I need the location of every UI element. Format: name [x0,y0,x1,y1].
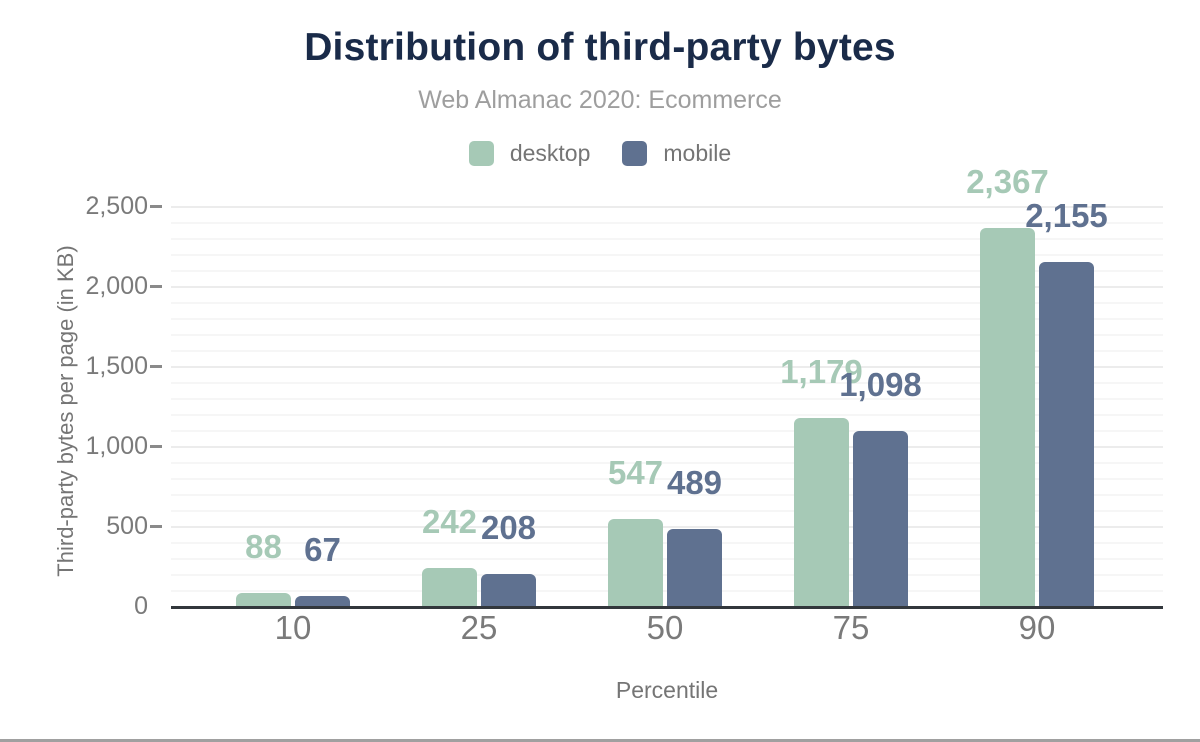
gridline-minor-1800 [171,318,1163,320]
y-tick-label-500: 500 [106,512,148,540]
y-tick-label-0: 0 [134,592,148,620]
gridline-minor-1700 [171,334,1163,336]
gridline-major-1000 [171,446,1163,448]
bar-mobile-p90 [1039,262,1094,607]
bar-desktop-p10 [236,592,291,607]
gridline-major-1500 [171,366,1163,368]
gridline-minor-2100 [171,270,1163,272]
gridline-minor-800 [171,478,1163,480]
gridline-minor-1900 [171,302,1163,304]
legend-item-mobile: mobile [622,140,731,167]
bar-desktop-p75 [794,418,849,607]
gridline-minor-1200 [171,414,1163,416]
x-axis-title: Percentile [615,677,719,703]
chart-title: Distribution of third-party bytes [304,26,896,69]
bar-value-desktop-p25: 242 [421,503,478,541]
bar-value-mobile-p75: 1,098 [839,366,922,404]
bar-mobile-p75 [853,431,908,607]
bar-desktop-p90 [980,228,1035,607]
gridline-minor-700 [171,494,1163,496]
y-tick-mark-500 [150,525,162,528]
x-axis-line [171,606,1163,609]
gridline-minor-1400 [171,382,1163,384]
gridline-minor-1600 [171,350,1163,352]
legend-swatch-desktop [468,141,494,166]
bar-desktop-p25 [422,568,477,607]
y-tick-label-1500: 1,500 [85,352,148,380]
bar-mobile-p50 [667,528,722,607]
bar-desktop-p50 [608,519,663,607]
y-tick-mark-1500 [150,365,162,368]
bar-value-mobile-p50: 489 [666,463,723,501]
bar-value-mobile-p90: 2,155 [1025,197,1108,235]
bar-value-desktop-p50: 547 [607,454,664,492]
gridline-minor-2200 [171,254,1163,256]
y-tick-mark-2000 [150,285,162,288]
legend-swatch-mobile [622,141,648,166]
gridline-minor-900 [171,462,1163,464]
gridline-major-2000 [171,286,1163,288]
y-tick-label-2500: 2,500 [85,192,148,220]
bar-mobile-p25 [481,573,536,607]
y-tick-label-2000: 2,000 [85,272,148,300]
bar-value-desktop-p90: 2,367 [966,163,1049,201]
y-tick-mark-1000 [150,445,162,448]
x-tick-label-25: 25 [460,609,498,646]
gridline-minor-1100 [171,430,1163,432]
gridline-major-2500 [171,206,1163,208]
legend-label: mobile [663,140,732,166]
x-tick-label-90: 90 [1018,609,1056,646]
gridline-minor-2400 [171,222,1163,224]
y-axis-title: Third-party bytes per page (in KB) [53,245,78,577]
bar-value-mobile-p10: 67 [304,531,341,569]
x-tick-label-10: 10 [274,609,312,646]
plot-area: 0 500 1,000 1,500 2,000 2,500 88 242 547 1,179 2,3… [85,165,1163,644]
x-tick-label-50: 50 [646,609,684,646]
bar-value-desktop-p10: 88 [245,527,282,565]
bar-value-desktop-p75: 1,179 [780,353,863,391]
bottom-rule [0,739,1200,742]
legend-label: desktop [509,140,591,166]
legend-item-desktop: desktop [468,140,591,167]
chart-subtitle: Web Almanac 2020: Ecommerce [418,86,782,114]
legend: desktop mobile [0,140,1200,167]
gridline-minor-2300 [171,238,1163,240]
gridline-minor-600 [171,510,1163,512]
y-tick-label-1000: 1,000 [85,432,148,460]
y-tick-mark-2500 [150,205,162,208]
bar-mobile-p10 [295,596,350,607]
gridline-major-500 [171,526,1163,528]
gridline-minor-1300 [171,398,1163,400]
x-tick-label-75: 75 [832,609,870,646]
bar-value-mobile-p25: 208 [480,508,537,546]
